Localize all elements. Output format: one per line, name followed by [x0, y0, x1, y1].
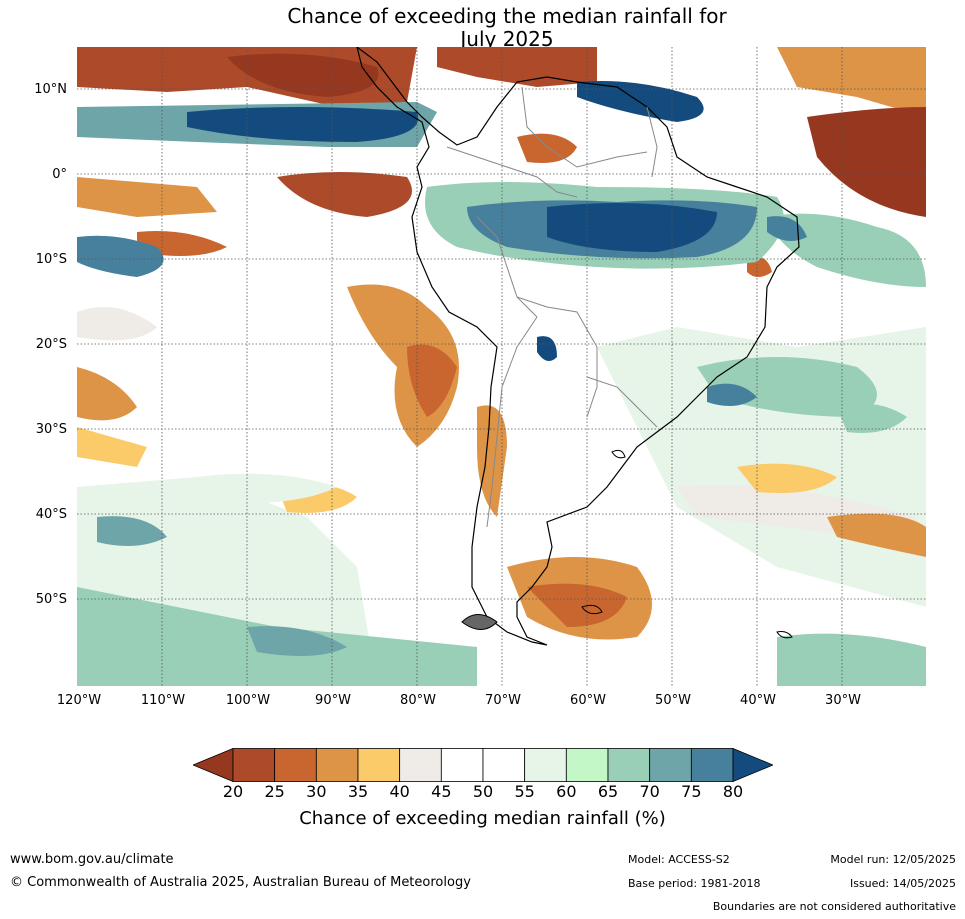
dry-region [77, 427, 147, 467]
wet-region [577, 81, 704, 122]
island [461, 614, 498, 630]
wet-region [537, 336, 557, 361]
colorbar-swatch [315, 748, 359, 782]
colorbar-low-extend [191, 747, 234, 783]
colorbar-label: Chance of exceeding median rainfall (%) [299, 808, 666, 829]
rainfall-map [77, 47, 926, 686]
wet-region [767, 213, 926, 287]
model-run-date: Model run: 12/05/2025 [830, 853, 956, 866]
model-info: Model: ACCESS-S2 [628, 853, 730, 866]
wet-region [777, 633, 926, 686]
colorbar-swatch [232, 748, 276, 782]
wet-region [767, 216, 807, 241]
country-borders [446, 86, 658, 528]
lon-label: 110°W [140, 693, 186, 708]
island [776, 631, 793, 639]
colorbar-tick-label: 30 [306, 782, 327, 801]
colorbar-tick-label: 70 [639, 782, 660, 801]
colorbar-tick-label: 65 [597, 782, 619, 801]
wet-region [187, 107, 419, 142]
wet-region [247, 626, 347, 656]
lat-label: 20°S [35, 337, 67, 352]
lon-label: 30°W [825, 693, 861, 708]
colorbar-tick-label: 75 [681, 782, 702, 801]
coastline [356, 47, 800, 646]
colorbar-swatch [399, 748, 442, 782]
dry-region [407, 344, 457, 417]
lon-label: 50°W [655, 693, 691, 708]
lon-label: 80°W [400, 693, 436, 708]
colorbar-high-extend [732, 747, 775, 783]
dry-region [277, 172, 412, 217]
issued-date: Issued: 14/05/2025 [849, 877, 956, 890]
wet-region [707, 383, 757, 406]
colorbar-swatch [690, 748, 734, 782]
colorbar-swatch [482, 748, 526, 782]
source-url: www.bom.gov.au/climate [10, 852, 174, 867]
colorbar-tick-label: 35 [347, 782, 369, 801]
dry-region [437, 47, 597, 87]
lon-label: 40°W [740, 693, 776, 708]
wet-region [197, 473, 337, 503]
rainfall-map-canvas [77, 47, 926, 686]
dry-region [227, 53, 379, 97]
lat-label: 10°S [35, 252, 67, 267]
colorbar-tick-label: 20 [222, 782, 244, 801]
wet-region [547, 203, 717, 252]
colorbar-swatch [440, 748, 484, 782]
colorbar-swatches [191, 747, 775, 783]
dry-region [827, 513, 926, 557]
dry-region [527, 583, 627, 627]
colorbar-swatch [649, 748, 692, 782]
dry-region [77, 367, 137, 421]
colorbar-swatch [565, 748, 609, 782]
colorbar-tick-label: 40 [389, 782, 410, 801]
graticule [77, 47, 926, 686]
colorbar-swatch [607, 748, 651, 782]
colorbar-legend [191, 747, 775, 783]
copyright-notice: © Commonwealth of Australia 2025, Austra… [10, 875, 471, 890]
colorbar-tick-label: 25 [264, 782, 285, 801]
dry-region [477, 405, 507, 517]
lake [611, 449, 626, 459]
map-title-line1: Chance of exceeding the median rainfall … [287, 4, 727, 28]
wet-region [97, 516, 167, 546]
dry-region [807, 107, 926, 217]
lon-label: 100°W [225, 693, 271, 708]
neutral-region [77, 307, 157, 341]
boundaries-disclaimer: Boundaries are not considered authoritat… [712, 900, 956, 913]
colorbar-swatch [357, 748, 401, 782]
lon-label: 120°W [56, 693, 102, 708]
lat-label: 40°S [35, 507, 67, 522]
colorbar-tick-label: 60 [556, 782, 577, 801]
lon-label: 90°W [315, 693, 351, 708]
dry-region [77, 177, 217, 217]
lat-label: 50°S [35, 592, 67, 607]
colorbar-tick-label: 50 [472, 782, 494, 801]
lat-label: 30°S [35, 422, 67, 437]
colorbar-tick-label: 80 [722, 782, 744, 801]
colorbar-tick-label: 55 [514, 782, 535, 801]
lon-label: 60°W [570, 693, 606, 708]
wet-region [77, 235, 164, 277]
colorbar-tick-label: 45 [431, 782, 452, 801]
dry-region [777, 47, 926, 117]
falkland-islands [581, 604, 603, 615]
lat-label: 10°N [34, 82, 67, 97]
map-title-line2: July 2025 [460, 27, 554, 51]
lon-label: 70°W [485, 693, 521, 708]
lat-label: 0° [52, 167, 67, 182]
colorbar-swatch [524, 748, 567, 782]
colorbar-swatch [274, 748, 317, 782]
dry-region [517, 133, 577, 163]
base-period: Base period: 1981-2018 [628, 877, 761, 890]
dry-region [737, 463, 837, 493]
wet-region [837, 403, 907, 433]
